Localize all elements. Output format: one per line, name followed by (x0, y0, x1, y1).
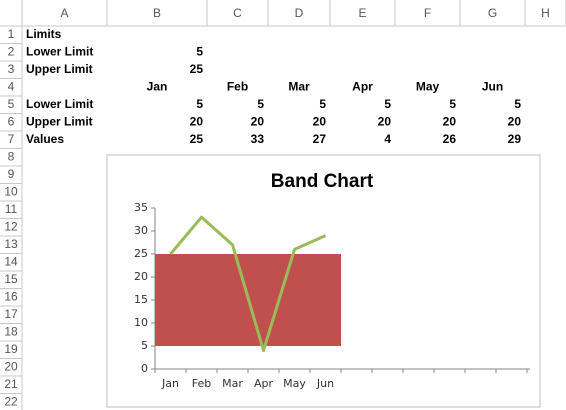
y-tick-label: 5 (141, 339, 148, 352)
column-header: B (153, 6, 161, 20)
row-header: 3 (8, 62, 15, 76)
column-header: H (541, 6, 550, 20)
row-header: 7 (8, 132, 15, 146)
column-header-bar (0, 0, 566, 26)
cell: 5 (257, 97, 264, 111)
cell: Lower Limit (26, 97, 93, 111)
y-tick-label: 0 (141, 362, 148, 375)
row-header: 11 (5, 202, 18, 216)
y-tick-label: 35 (134, 201, 148, 214)
row-header: 5 (8, 97, 15, 111)
cell: Limits (26, 27, 62, 41)
cell: 5 (196, 97, 203, 111)
line-series (169, 215, 327, 353)
row-header: 21 (4, 377, 18, 391)
column-header: F (424, 6, 431, 20)
cell: Lower Limit (26, 45, 93, 59)
y-tick-label: 25 (134, 247, 148, 260)
row-header: 2 (8, 45, 15, 59)
cell: 5 (319, 97, 326, 111)
cell: Mar (288, 80, 310, 94)
band-bar (186, 254, 217, 346)
cell: Apr (352, 80, 373, 94)
cell: 5 (514, 97, 521, 111)
row-header: 9 (8, 167, 15, 181)
cell: 5 (449, 97, 456, 111)
x-tick-label: May (283, 377, 306, 390)
x-tick-label: Feb (192, 377, 211, 390)
cell: 4 (384, 132, 391, 146)
cell: Upper Limit (26, 62, 93, 76)
cell: 20 (251, 115, 265, 129)
cell: 5 (384, 97, 391, 111)
y-tick-label: 10 (134, 316, 148, 329)
x-tick-label: Apr (254, 377, 274, 390)
cell: May (416, 80, 440, 94)
row-header: 13 (4, 237, 18, 251)
row-header: 1 (8, 27, 15, 41)
x-tick-label: Mar (222, 377, 243, 390)
x-tick-label: Jan (161, 377, 179, 390)
row-header: 6 (8, 115, 15, 129)
cell: Feb (227, 80, 248, 94)
band-bar (217, 254, 248, 346)
band-bar (155, 254, 186, 346)
cell: 5 (196, 45, 203, 59)
y-tick-label: 20 (134, 270, 148, 283)
row-header: 12 (4, 220, 18, 234)
column-header: A (60, 6, 68, 20)
cell: 25 (190, 132, 204, 146)
column-header: D (295, 6, 304, 20)
cell: 20 (190, 115, 204, 129)
cell: Jan (147, 80, 168, 94)
cell: 20 (378, 115, 392, 129)
cell: 20 (443, 115, 457, 129)
cell: Jun (482, 80, 503, 94)
row-header: 16 (4, 290, 18, 304)
row-header: 15 (4, 272, 18, 286)
row-header: 18 (4, 325, 18, 339)
row-header: 22 (4, 395, 18, 409)
cell: 27 (313, 132, 327, 146)
column-header: G (488, 6, 497, 20)
row-header: 4 (8, 80, 15, 94)
cell: Upper Limit (26, 115, 93, 129)
row-header: 8 (8, 150, 15, 164)
row-header: 14 (4, 255, 18, 269)
chart-title: Band Chart (271, 171, 374, 192)
row-header: 17 (4, 307, 18, 321)
x-tick-label: Jun (316, 377, 334, 390)
cell: 20 (508, 115, 522, 129)
cell: 20 (313, 115, 327, 129)
band-bar (310, 254, 341, 346)
column-header: E (358, 6, 366, 20)
cell: 33 (251, 132, 265, 146)
cell: 25 (190, 62, 204, 76)
cell: 26 (443, 132, 457, 146)
y-tick-label: 30 (134, 224, 148, 237)
row-header: 19 (4, 342, 18, 356)
column-header: C (233, 6, 242, 20)
row-header: 10 (4, 185, 18, 199)
cell: Values (26, 132, 64, 146)
band-bar (248, 254, 279, 346)
band-bar (279, 254, 310, 346)
row-header: 20 (4, 360, 18, 374)
cell: 29 (508, 132, 522, 146)
y-tick-label: 15 (134, 293, 148, 306)
